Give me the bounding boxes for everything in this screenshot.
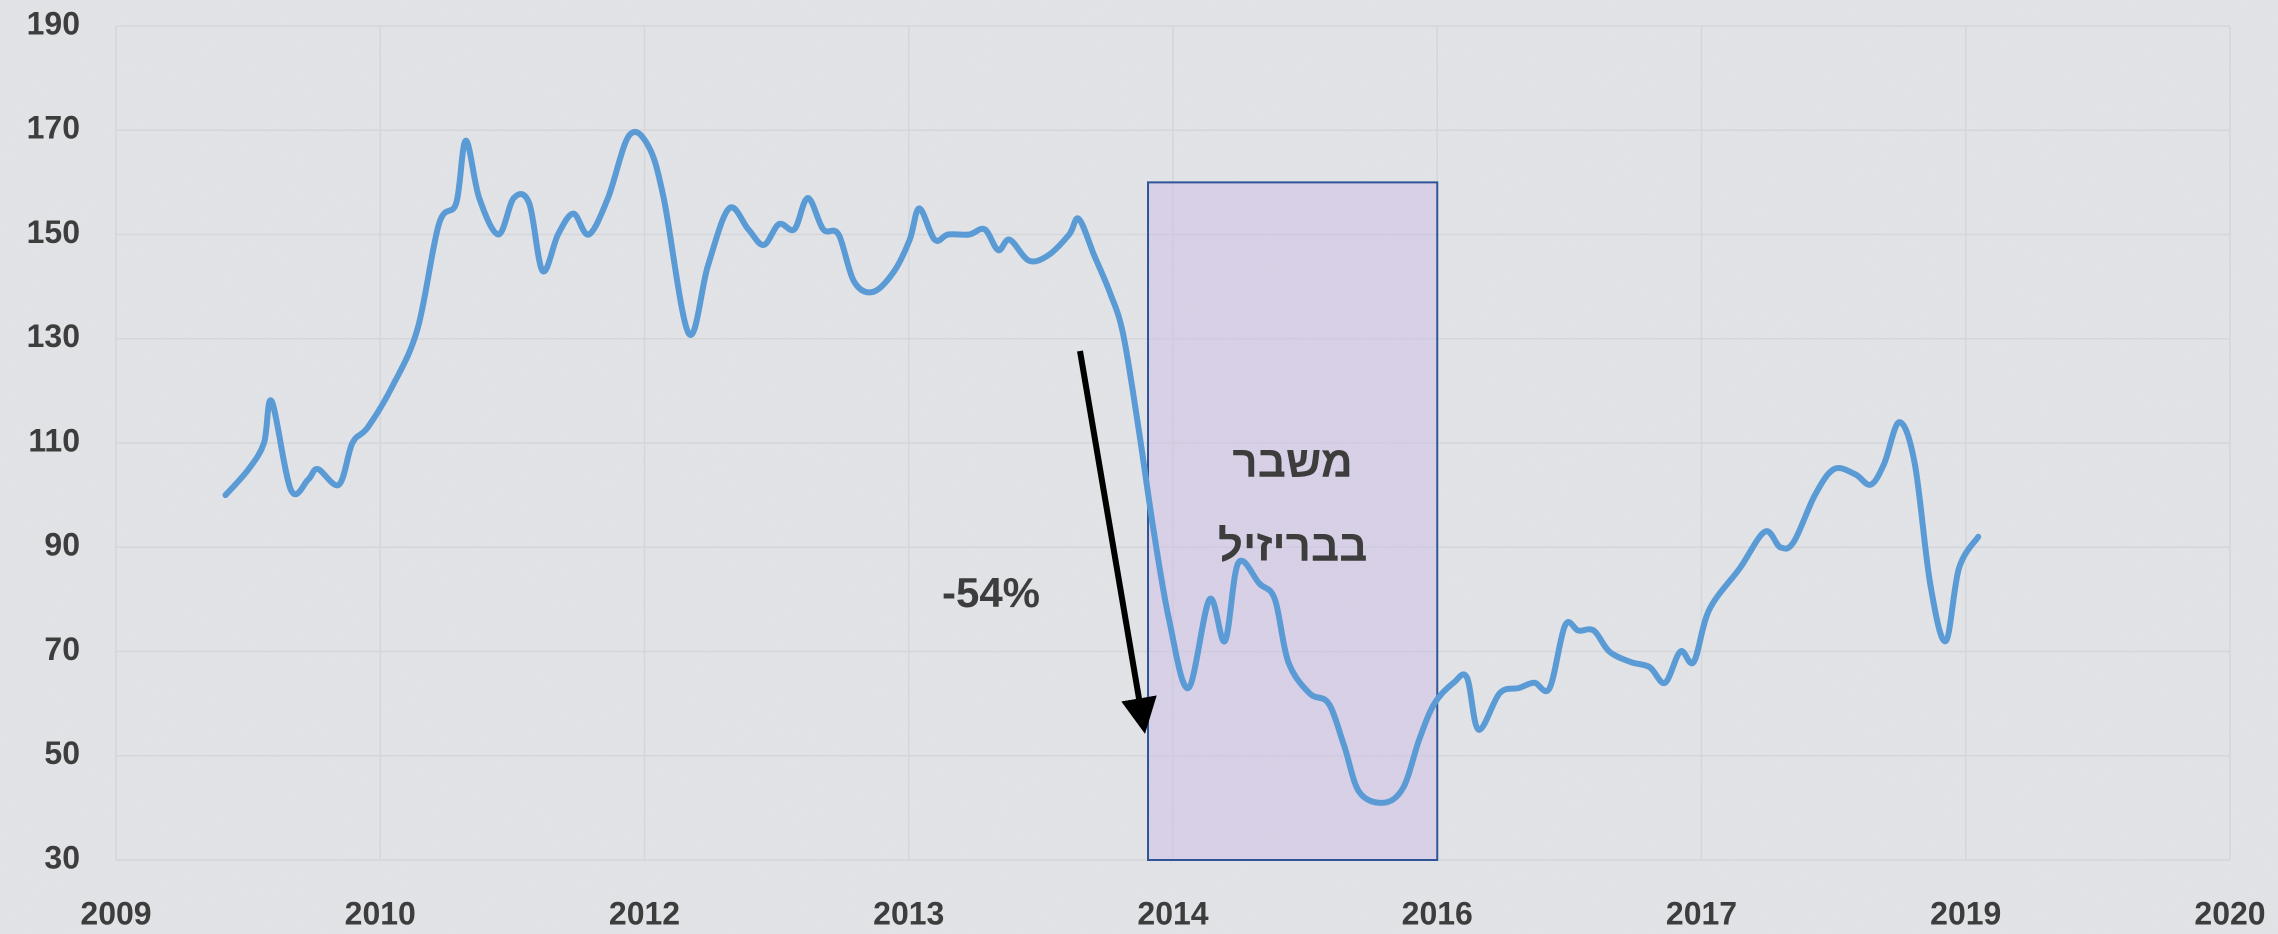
- series-line: [222, 129, 1982, 806]
- x-tick-label: 2020: [2194, 895, 2265, 931]
- y-tick-label: 150: [27, 214, 80, 250]
- arrow: [1077, 350, 1157, 734]
- y-tick-label: 190: [27, 5, 80, 41]
- y-tick-label: 50: [44, 735, 80, 771]
- shaded-region: [1147, 181, 1439, 861]
- x-tick-label: 2009: [80, 895, 151, 931]
- x-tick-label: 2017: [1666, 895, 1737, 931]
- y-tick-label: 110: [28, 422, 80, 458]
- region-label: בבריזיל: [1218, 522, 1367, 571]
- x-tick-label: 2019: [1930, 895, 2001, 931]
- labels: 30 50 70 90 110 130 150 170 190 2009 2010 2012 2013 2…: [27, 5, 2266, 931]
- y-tick-label: 30: [44, 839, 80, 875]
- x-tick-label: 2014: [1137, 895, 1208, 931]
- region-layer: [1147, 181, 1439, 861]
- y-tick-label: 130: [27, 318, 80, 354]
- x-tick-label: 2010: [345, 895, 416, 931]
- region-label: משבר: [1232, 438, 1352, 487]
- annotation: -54%: [942, 569, 1040, 616]
- x-tick-label: 2016: [1402, 895, 1473, 931]
- y-tick-label: 170: [27, 110, 80, 146]
- line-layer: [222, 129, 1982, 806]
- y-tick-label: 90: [44, 527, 80, 563]
- y-tick-label: 70: [44, 631, 80, 667]
- x-tick-label: 2012: [609, 895, 680, 931]
- x-tick-label: 2013: [873, 895, 944, 931]
